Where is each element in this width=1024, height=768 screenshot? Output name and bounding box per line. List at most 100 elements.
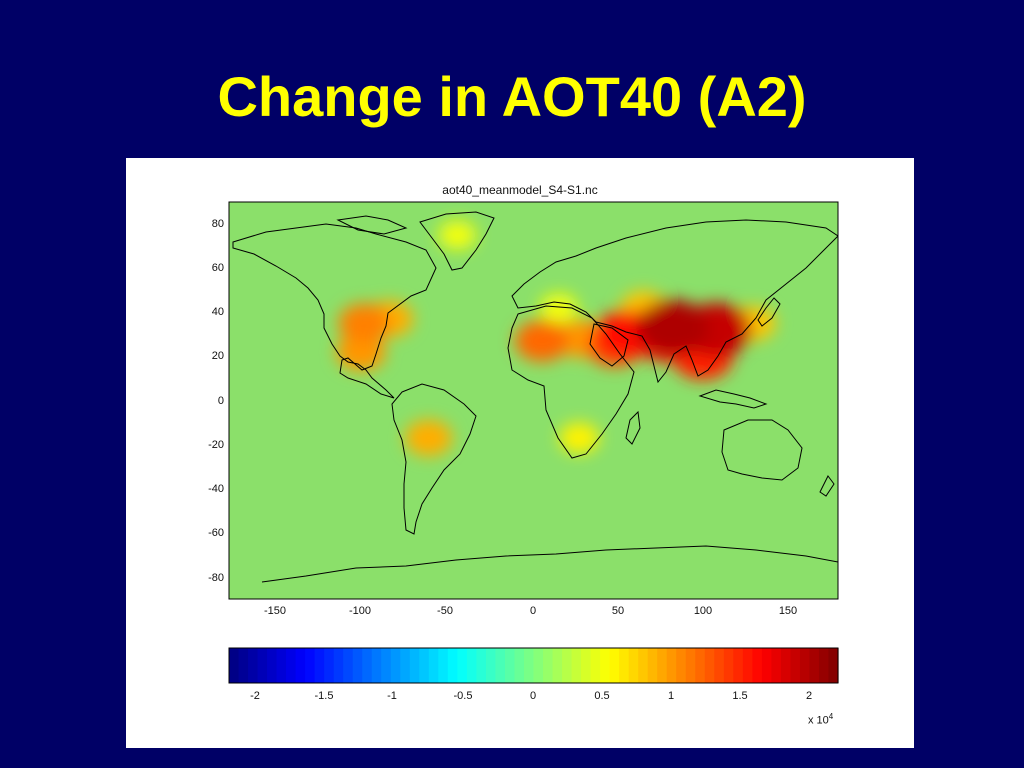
lon-tick: -150	[263, 605, 287, 617]
colorbar-cell	[257, 648, 268, 683]
colorbar-frame	[228, 647, 839, 684]
coastline-greenland	[419, 211, 495, 271]
colorbar-cell	[305, 648, 316, 683]
colorbar-cell	[504, 648, 516, 683]
colorbar-cell	[666, 648, 677, 683]
colorbar-cell	[695, 648, 706, 683]
colorbar-cell	[428, 648, 439, 683]
hotspot-bolivia	[405, 419, 453, 457]
hotspot-southern-africa	[559, 422, 600, 454]
colorbar-tick: -0.5	[453, 690, 473, 702]
hotspot-sahara	[514, 320, 569, 362]
colorbar-cell	[314, 648, 325, 683]
colorbar-cell	[628, 648, 639, 683]
coastline-australia	[721, 419, 803, 481]
lon-tick: 100	[693, 605, 713, 617]
lat-tick: -20	[208, 439, 224, 451]
colorbar-cell	[324, 648, 335, 683]
hotspot-greenland	[438, 220, 477, 250]
colorbar-cell	[362, 648, 373, 683]
colorbar	[228, 647, 839, 684]
colorbar-tick: -1	[387, 690, 397, 702]
coastline-arabia	[589, 323, 629, 367]
colorbar-cell	[590, 648, 601, 683]
colorbar-cell	[248, 648, 259, 683]
coastline-new-zealand	[819, 475, 835, 497]
colorbar-cell	[400, 648, 411, 683]
coastline-north-america	[232, 223, 437, 399]
colorbar-cell	[523, 648, 535, 683]
coastline-madagascar	[625, 410, 641, 445]
coastline-south-america	[391, 383, 477, 535]
world-map	[228, 201, 839, 600]
colorbar-tick: 2	[805, 690, 813, 702]
colorbar-multiplier-exponent: 4	[828, 712, 834, 721]
colorbar-tick: -1.5	[314, 690, 334, 702]
colorbar-cell	[495, 648, 506, 683]
coastlines	[232, 211, 838, 583]
colorbar-cell	[647, 648, 658, 683]
colorbar-cell	[438, 648, 449, 683]
colorbar-cell	[780, 648, 792, 683]
coastline-eurasia	[511, 219, 838, 384]
colorbar-cell	[238, 648, 249, 683]
colorbar-cell	[267, 648, 278, 683]
hotspot-southern-europe	[540, 293, 578, 323]
coastline-indonesia	[698, 389, 768, 409]
lat-tick: 80	[211, 218, 224, 230]
colorbar-tick: 1.5	[732, 690, 748, 702]
map-frame	[228, 201, 839, 600]
colorbar-cell	[761, 648, 772, 683]
colorbar-cell	[581, 648, 592, 683]
lat-tick: 20	[211, 350, 224, 362]
lon-tick: -100	[348, 605, 372, 617]
colorbar-cell	[457, 648, 468, 683]
colorbar-multiplier: x 104	[808, 712, 833, 727]
colorbar-tick: 0.5	[594, 690, 610, 702]
hotspot-western-united-states	[338, 303, 391, 344]
colorbar-cell	[723, 648, 734, 683]
colorbar-cell	[419, 648, 430, 683]
colorbar-cell	[286, 648, 297, 683]
colorbar-cell	[733, 648, 744, 683]
slide-title: Change in AOT40 (A2)	[217, 65, 807, 128]
colorbar-cell	[514, 648, 525, 683]
colorbar-tick: 1	[667, 690, 675, 702]
lon-tick: 50	[611, 605, 625, 617]
hotspot-layer	[336, 220, 776, 457]
colorbar-cell	[742, 648, 753, 683]
map-background	[229, 202, 838, 599]
lon-tick: 150	[778, 605, 798, 617]
lat-tick: 0	[217, 395, 224, 407]
colorbar-tick: 0	[529, 690, 537, 702]
colorbar-cell	[276, 648, 287, 683]
colorbar-cell	[619, 648, 630, 683]
colorbar-cell	[552, 648, 563, 683]
colorbar-cell	[229, 648, 240, 683]
colorbar-cell	[600, 648, 611, 683]
colorbar-cell	[381, 648, 392, 683]
map-title: aot40_meanmodel_S4-S1.nc	[442, 183, 598, 197]
colorbar-cell	[476, 648, 487, 683]
colorbar-cell	[343, 648, 354, 683]
hotspot-tibetan-plateau	[635, 299, 709, 356]
colorbar-cell	[799, 648, 811, 683]
coastline-japan	[757, 297, 781, 327]
colorbar-cell	[466, 648, 478, 683]
colorbar-cell	[447, 648, 458, 683]
lon-tick: 0	[529, 605, 537, 617]
colorbar-cell	[571, 648, 582, 683]
colorbar-gradient	[229, 648, 839, 683]
colorbar-cell	[828, 648, 839, 683]
lat-tick: -40	[208, 483, 224, 495]
coastline-antarctica	[261, 545, 838, 583]
colorbar-cell	[704, 648, 715, 683]
colorbar-cell	[771, 648, 782, 683]
coastline-arctic-islands	[336, 215, 408, 235]
lat-tick: 40	[211, 306, 224, 318]
colorbar-cell	[676, 648, 687, 683]
colorbar-cell	[295, 648, 306, 683]
colorbar-cell	[752, 648, 763, 683]
colorbar-cell	[333, 648, 344, 683]
colorbar-cell	[714, 648, 725, 683]
